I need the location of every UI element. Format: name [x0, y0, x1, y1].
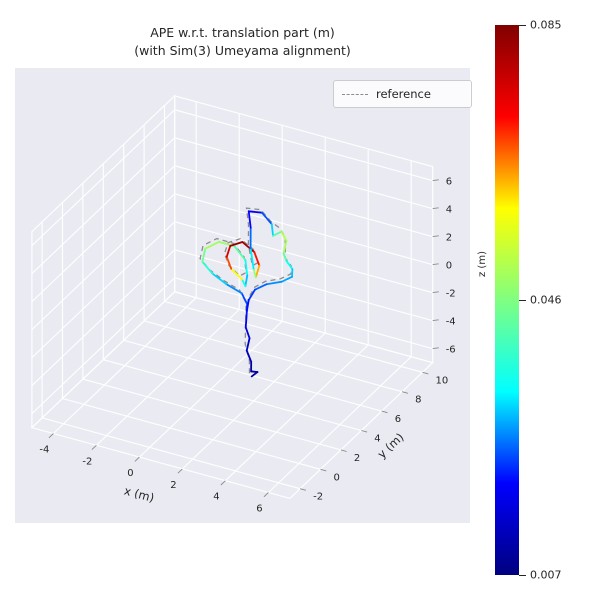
svg-text:8: 8 — [415, 395, 421, 406]
svg-text:2: 2 — [446, 233, 452, 244]
svg-text:2: 2 — [170, 480, 176, 491]
legend-label-reference: reference — [376, 87, 431, 101]
legend: reference — [333, 80, 472, 108]
svg-text:-4: -4 — [39, 445, 49, 456]
chart-title-line1: APE w.r.t. translation part (m) — [150, 25, 335, 40]
svg-text:6: 6 — [446, 177, 452, 188]
chart-title-line2: (with Sim(3) Umeyama alignment) — [134, 43, 351, 58]
svg-text:4: 4 — [213, 492, 219, 503]
svg-text:10: 10 — [436, 375, 449, 386]
svg-text:-6: -6 — [446, 345, 456, 356]
page-title: APE w.r.t. translation part (m) (with Si… — [15, 24, 470, 60]
svg-text:2: 2 — [354, 453, 360, 464]
svg-text:4: 4 — [374, 434, 380, 445]
svg-text:-2: -2 — [446, 289, 456, 300]
colorbar: 0.085 0.046 0.007 — [495, 19, 562, 582]
colorbar-label-min: 0.007 — [530, 568, 562, 582]
colorbar-gradient — [495, 25, 519, 575]
svg-text:6: 6 — [256, 504, 262, 515]
svg-text:-2: -2 — [82, 456, 92, 467]
colorbar-label-max: 0.085 — [530, 18, 562, 32]
colorbar-tick-top — [519, 25, 526, 26]
svg-text:-4: -4 — [446, 317, 456, 328]
colorbar-tick-mid — [519, 300, 526, 301]
svg-text:0: 0 — [334, 472, 340, 483]
z-axis-label: z (m) — [477, 251, 488, 277]
svg-text:4: 4 — [446, 205, 452, 216]
svg-text:0: 0 — [446, 261, 452, 272]
colorbar-label-mid: 0.046 — [530, 293, 562, 307]
dashed-line-icon — [342, 93, 368, 95]
svg-text:-2: -2 — [313, 492, 323, 503]
svg-text:x (m): x (m) — [123, 483, 156, 504]
plot-area: -4 -2 0 2 4 6 -2 0 2 4 6 8 10 -6 -4 -2 0 2 4 6 x (m) y (m) — [15, 68, 470, 523]
svg-text:6: 6 — [395, 414, 401, 425]
svg-text:0: 0 — [127, 468, 133, 479]
colorbar-tick-bottom — [519, 575, 526, 576]
